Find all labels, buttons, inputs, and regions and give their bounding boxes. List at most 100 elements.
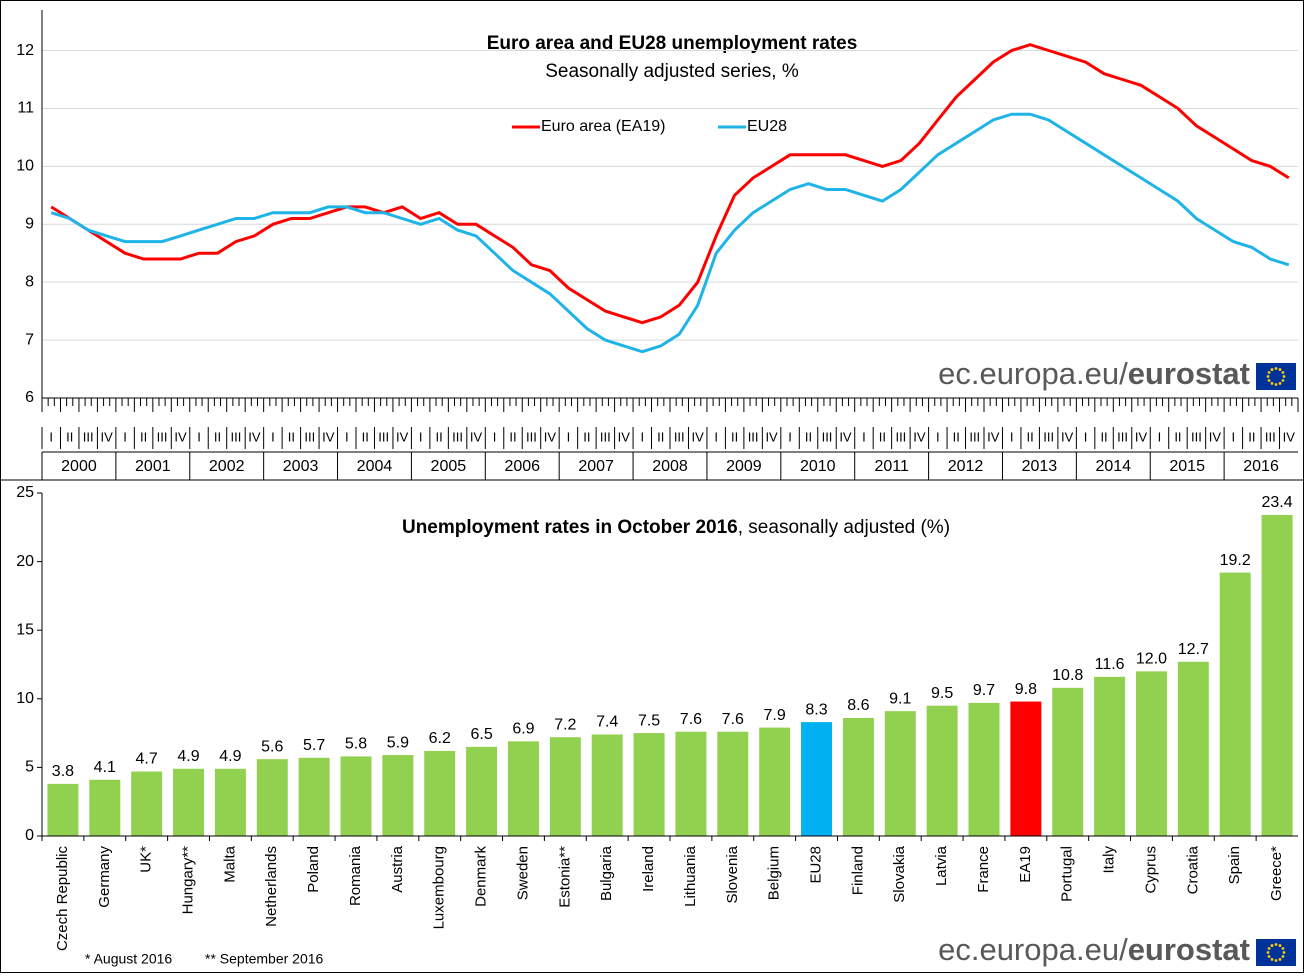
- value-label: 6.2: [429, 730, 451, 747]
- y-tick-label: 8: [25, 273, 34, 290]
- x-tick-label: Hungary**: [180, 846, 197, 915]
- eu-flag: [1256, 363, 1296, 390]
- value-label: 9.1: [889, 690, 911, 707]
- year-label: 2007: [578, 458, 614, 475]
- flag-star: [1281, 371, 1285, 374]
- quarter-label: II: [140, 429, 147, 444]
- quarter-label: III: [748, 429, 759, 444]
- bar: [968, 702, 1000, 836]
- bar: [507, 741, 539, 836]
- value-label: 4.9: [177, 748, 199, 765]
- x-tick-label: Slovakia: [891, 845, 908, 902]
- quarter-label: III: [452, 429, 463, 444]
- value-label: 7.5: [638, 712, 660, 729]
- bar: [717, 731, 749, 836]
- y-tick-label: 11: [17, 100, 34, 117]
- x-tick-label: EU28: [808, 846, 825, 884]
- quarter-label: I: [493, 429, 497, 444]
- x-tick-label: Romania: [347, 845, 364, 906]
- quarter-label: III: [895, 429, 906, 444]
- x-tick-label: Luxembourg: [431, 846, 448, 929]
- x-tick-label: Sweden: [514, 846, 531, 900]
- quarter-label: IV: [913, 429, 926, 444]
- flag-star: [1281, 955, 1285, 958]
- x-tick-label: Netherlands: [263, 846, 280, 927]
- quarter-label: II: [509, 429, 516, 444]
- quarter-label: II: [362, 429, 369, 444]
- quarter-label: IV: [248, 429, 261, 444]
- value-label: 7.9: [764, 707, 786, 724]
- flag-star: [1270, 958, 1274, 961]
- bar: [214, 768, 246, 836]
- x-tick-label: Spain: [1226, 846, 1243, 884]
- quarter-label: I: [714, 429, 718, 444]
- x-tick-label: Estonia**: [556, 846, 573, 908]
- series-line: [50, 112, 1290, 354]
- quarter-label: IV: [1061, 429, 1074, 444]
- year-label: 2016: [1243, 458, 1279, 475]
- quarter-label: II: [1100, 429, 1107, 444]
- source-name: eurostat: [1128, 356, 1250, 391]
- y-tick-label: 6: [25, 389, 34, 406]
- bar: [633, 733, 665, 836]
- flag-star: [1282, 951, 1286, 954]
- quarter-label: IV: [692, 429, 705, 444]
- bar: [675, 731, 707, 836]
- flag-star: [1278, 382, 1282, 385]
- bar: [801, 722, 833, 836]
- y-tick-label: 5: [25, 759, 34, 776]
- quarter-label: III: [1265, 429, 1276, 444]
- flag-star: [1278, 368, 1282, 371]
- legend-label: Euro area (EA19): [541, 118, 666, 135]
- value-label: 9.7: [973, 682, 995, 699]
- title-rest: , seasonally adjusted (%): [738, 517, 950, 538]
- x-tick-label: Finland: [849, 846, 866, 895]
- quarter-label: I: [1084, 429, 1088, 444]
- quarter-label: I: [419, 429, 423, 444]
- bar: [382, 755, 414, 836]
- year-label: 2011: [874, 458, 909, 475]
- quarter-label: II: [879, 429, 886, 444]
- x-tick-label: Denmark: [473, 846, 490, 907]
- quarter-label: III: [969, 429, 980, 444]
- x-tick-label: Latvia: [933, 845, 950, 886]
- x-tick-label: Belgium: [766, 846, 783, 900]
- quarter-label: II: [805, 429, 812, 444]
- flag-star: [1282, 375, 1286, 378]
- flag-star: [1274, 367, 1278, 370]
- value-label: 9.8: [1015, 681, 1037, 698]
- x-tick-label: Malta: [221, 845, 238, 882]
- bar: [884, 711, 916, 836]
- eu-flag: [1256, 939, 1296, 966]
- year-label: 2013: [1022, 458, 1058, 475]
- quarter-label: III: [378, 429, 389, 444]
- bar: [1052, 687, 1084, 836]
- quarter-label: III: [1191, 429, 1202, 444]
- bar: [340, 756, 372, 836]
- x-tick-label: Czech Republic: [54, 846, 71, 952]
- year-label: 2012: [948, 458, 984, 475]
- bar: [173, 768, 205, 836]
- year-label: 2005: [431, 458, 467, 475]
- flag-star: [1270, 382, 1274, 385]
- flag-star: [1270, 944, 1274, 947]
- value-label: 7.6: [680, 711, 702, 728]
- value-label: 12.7: [1178, 641, 1209, 658]
- x-tick-label: Poland: [305, 846, 322, 893]
- quarter-label: I: [567, 429, 571, 444]
- x-tick-label: Bulgaria: [598, 845, 615, 901]
- footnote: ** September 2016: [205, 951, 324, 967]
- y-tick-label: 10: [16, 158, 34, 175]
- y-tick-label: 10: [16, 690, 34, 707]
- quarter-label: I: [271, 429, 275, 444]
- value-label: 7.4: [596, 714, 618, 731]
- bar: [591, 734, 623, 836]
- year-label: 2002: [209, 458, 245, 475]
- value-label: 10.8: [1052, 667, 1083, 684]
- quarter-label: I: [788, 429, 792, 444]
- source-brand: ec.europa.eu/eurostat: [938, 932, 1250, 967]
- flag-star: [1266, 375, 1270, 378]
- flag-star: [1278, 944, 1282, 947]
- quarter-label: II: [214, 429, 221, 444]
